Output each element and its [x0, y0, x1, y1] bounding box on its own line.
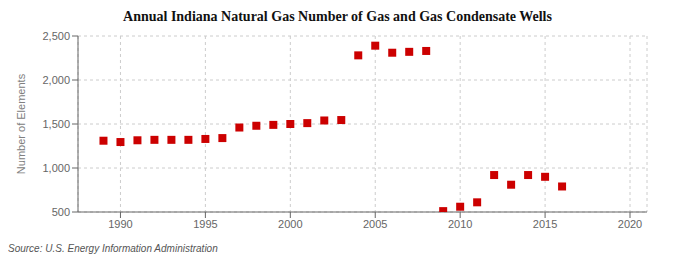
html-text:Annual Indiana Natural Gas Num: Annual Indiana Natural Gas Number of Gas… — [123, 9, 552, 24]
svg-text:2,500: 2,500 — [42, 30, 70, 42]
svg-text:2,000: 2,000 — [42, 74, 70, 86]
svg-text:1,000: 1,000 — [42, 162, 70, 174]
html-text:Source: U.S. Energy Informatio: Source: U.S. Energy Information Administ… — [8, 243, 218, 254]
svg-text:1995: 1995 — [193, 218, 217, 230]
svg-text:2005: 2005 — [363, 218, 387, 230]
svg-text:1,500: 1,500 — [42, 118, 70, 130]
svg-text:Number of Elements: Number of Elements — [15, 73, 27, 174]
svg-text:2020: 2020 — [618, 218, 642, 230]
svg-text:1990: 1990 — [108, 218, 132, 230]
svg-text:2000: 2000 — [278, 218, 302, 230]
svg-text:2015: 2015 — [533, 218, 557, 230]
svg-text:2010: 2010 — [448, 218, 472, 230]
svg-text:500: 500 — [52, 206, 70, 218]
